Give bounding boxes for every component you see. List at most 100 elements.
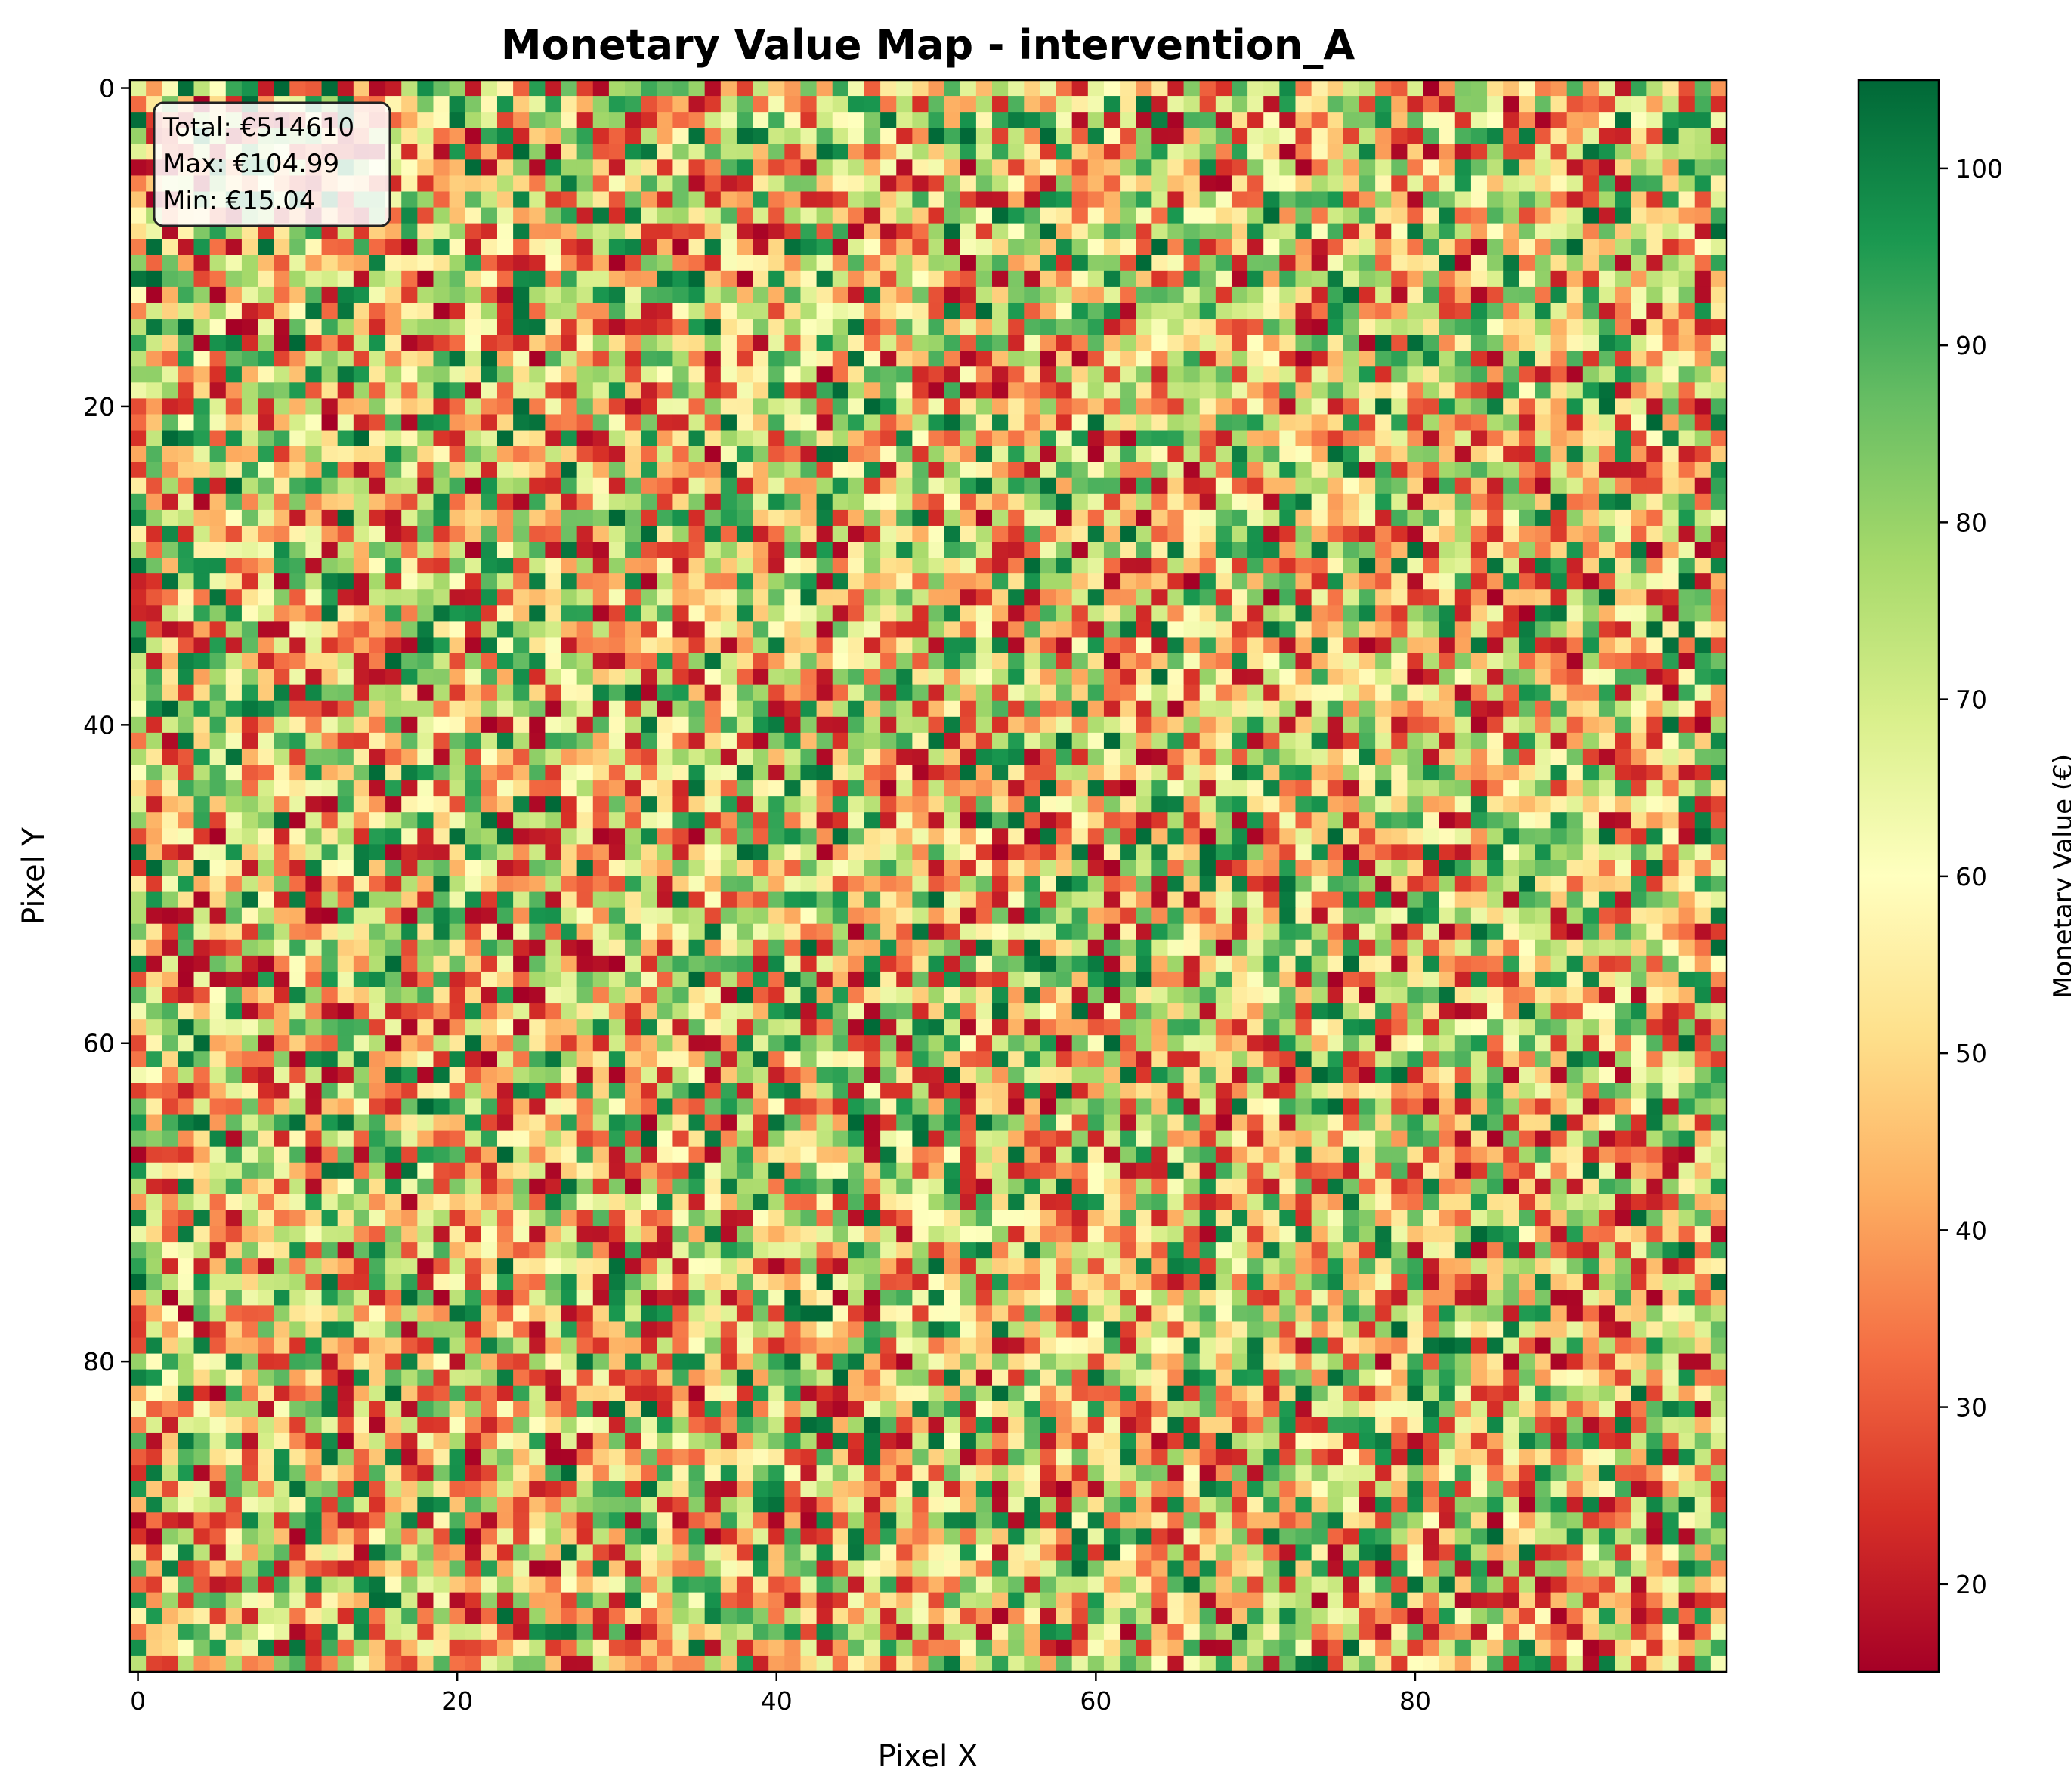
heatmap-cell — [975, 398, 993, 416]
heatmap-cell — [289, 637, 307, 654]
heatmap-cell — [1120, 828, 1136, 845]
heatmap-cell — [720, 414, 737, 431]
heatmap-cell — [353, 319, 370, 335]
heatmap-cell — [545, 286, 562, 304]
heatmap-cell — [1615, 573, 1631, 590]
heatmap-cell — [608, 191, 626, 209]
heatmap-cell — [1503, 621, 1519, 638]
heatmap-cell — [1024, 446, 1041, 463]
heatmap-cell — [753, 605, 769, 622]
heatmap-cell — [1454, 542, 1472, 558]
heatmap-cell — [1407, 477, 1424, 495]
heatmap-cell — [193, 765, 211, 781]
heatmap-cell — [1519, 748, 1536, 765]
heatmap-cell — [816, 765, 833, 781]
heatmap-cell — [1423, 573, 1440, 590]
heatmap-cell — [1151, 462, 1169, 479]
heatmap-cell — [960, 653, 977, 670]
heatmap-cell — [1343, 589, 1360, 606]
heatmap-cell — [1103, 159, 1121, 177]
heatmap-cell — [896, 335, 913, 351]
heatmap-cell — [592, 573, 610, 590]
heatmap-cell — [1343, 748, 1360, 765]
heatmap-cell — [321, 270, 338, 288]
heatmap-cell — [529, 159, 546, 177]
heatmap-cell — [1646, 765, 1664, 781]
heatmap-cell — [1391, 270, 1408, 288]
heatmap-cell — [1103, 765, 1121, 781]
heatmap-cell — [1343, 319, 1360, 335]
heatmap-cell — [641, 684, 657, 702]
heatmap-cell — [353, 80, 370, 97]
heatmap-cell — [401, 255, 418, 272]
heatmap-cell — [337, 684, 354, 702]
heatmap-cell — [800, 637, 818, 654]
heatmap-cell — [1040, 684, 1057, 702]
heatmap-cell — [1535, 573, 1552, 590]
heatmap-cell — [513, 812, 530, 829]
heatmap-cell — [848, 653, 865, 670]
heatmap-cell — [417, 191, 434, 209]
heatmap-cell — [496, 414, 514, 431]
heatmap-cell — [1550, 286, 1568, 304]
heatmap-cell — [1519, 223, 1536, 240]
heatmap-cell — [1008, 621, 1025, 638]
heatmap-cell — [146, 335, 162, 351]
heatmap-cell — [657, 844, 674, 861]
heatmap-cell — [1167, 462, 1185, 479]
heatmap-cell — [912, 860, 929, 877]
heatmap-cell — [385, 335, 402, 351]
heatmap-cell — [1215, 414, 1232, 431]
heatmap-cell — [1598, 175, 1615, 193]
heatmap-cell — [992, 828, 1009, 845]
heatmap-cell — [1646, 780, 1664, 797]
heatmap-cell — [353, 302, 370, 320]
heatmap-cell — [1470, 96, 1488, 113]
heatmap-cell — [337, 477, 354, 495]
heatmap-cell — [992, 302, 1009, 320]
heatmap-cell — [928, 637, 945, 654]
heatmap-cell — [864, 589, 881, 606]
heatmap-cell — [768, 255, 785, 272]
heatmap-cell — [162, 812, 178, 829]
heatmap-cell — [1646, 462, 1664, 479]
heatmap-cell — [1646, 509, 1664, 527]
heatmap-cell — [657, 589, 674, 606]
heatmap-cell — [1343, 223, 1360, 240]
heatmap-cell — [816, 796, 833, 813]
heatmap-cell — [1598, 191, 1615, 209]
heatmap-cell — [1566, 96, 1584, 113]
heatmap-cell — [753, 144, 769, 160]
heatmap-cell — [337, 669, 354, 686]
heatmap-cell — [928, 860, 945, 877]
heatmap-cell — [1470, 828, 1488, 845]
heatmap-cell — [753, 860, 769, 877]
heatmap-cell — [800, 319, 818, 335]
heatmap-cell — [672, 414, 690, 431]
heatmap-cell — [1598, 700, 1615, 718]
heatmap-cell — [848, 780, 865, 797]
heatmap-cell — [1056, 239, 1073, 256]
heatmap-cell — [704, 286, 722, 304]
heatmap-cell — [209, 637, 227, 654]
heatmap-cell — [529, 223, 546, 240]
heatmap-cell — [992, 398, 1009, 416]
heatmap-cell — [800, 223, 818, 240]
heatmap-cell — [1582, 780, 1600, 797]
heatmap-cell — [1263, 335, 1280, 351]
heatmap-cell — [289, 828, 307, 845]
heatmap-cell — [928, 765, 945, 781]
heatmap-cell — [1231, 637, 1248, 654]
heatmap-cell — [625, 780, 641, 797]
heatmap-cell — [736, 255, 753, 272]
heatmap-cell — [449, 398, 466, 416]
heatmap-cell — [1535, 621, 1552, 638]
heatmap-cell — [608, 96, 626, 113]
heatmap-cell — [975, 812, 993, 829]
heatmap-cell — [1646, 844, 1664, 861]
heatmap-cell — [178, 509, 195, 527]
heatmap-cell — [1311, 191, 1328, 209]
heatmap-cell — [1487, 382, 1504, 399]
heatmap-cell — [928, 366, 945, 383]
heatmap-cell — [848, 765, 865, 781]
